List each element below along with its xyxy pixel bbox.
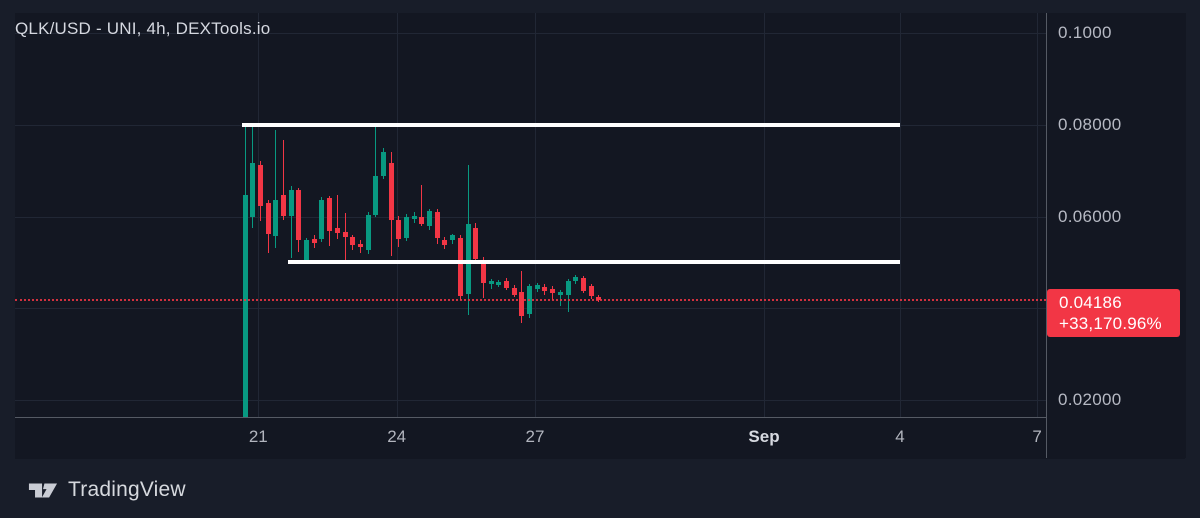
candle-body-down bbox=[265, 202, 271, 235]
candle-body-down bbox=[480, 261, 486, 283]
tradingview-logo-text[interactable]: TradingView bbox=[68, 478, 186, 501]
time-gridline bbox=[396, 13, 398, 417]
candle-body-down bbox=[280, 194, 286, 217]
candle-body-up bbox=[380, 151, 386, 177]
candle-wick-down bbox=[282, 140, 284, 221]
candle-body-down bbox=[327, 197, 333, 232]
candle-body-down bbox=[434, 212, 440, 239]
time-axis-label: 4 bbox=[895, 427, 905, 446]
candle-body-up bbox=[534, 284, 540, 289]
time-gridline bbox=[1037, 13, 1039, 417]
tradingview-logo-icon[interactable] bbox=[28, 478, 58, 502]
candle-wick-up bbox=[275, 129, 277, 248]
candle-body-down bbox=[311, 238, 317, 243]
time-gridline bbox=[258, 13, 260, 417]
time-axis-label: 21 bbox=[248, 427, 268, 446]
candle-wick-up bbox=[490, 279, 492, 290]
candle-wick-up bbox=[559, 290, 561, 307]
candle-body-down bbox=[519, 292, 525, 317]
candle-body-down bbox=[357, 243, 363, 247]
time-axis-label: 7 bbox=[1032, 427, 1042, 446]
price-axis-label: 0.02000 bbox=[1058, 390, 1122, 409]
price-gridline bbox=[15, 33, 1046, 35]
candle-body-up bbox=[365, 214, 371, 250]
candle-body-down bbox=[511, 287, 517, 295]
last-price-badge: 0.04186 +33,170.96% bbox=[1047, 288, 1180, 337]
candle-body-up bbox=[250, 163, 256, 217]
footer: TradingView bbox=[28, 474, 186, 506]
candle-body-down bbox=[350, 236, 356, 245]
time-gridline bbox=[900, 13, 901, 417]
candle-wick-down bbox=[344, 212, 346, 265]
candle-body-up bbox=[273, 199, 279, 237]
horizontal-ray-line bbox=[241, 122, 900, 127]
time-axis-label: 24 bbox=[387, 427, 407, 446]
candle-body-up bbox=[465, 223, 471, 294]
candle-body-up bbox=[488, 280, 494, 284]
candle-body-up bbox=[319, 199, 325, 240]
last-price-dotted-line bbox=[15, 298, 1046, 301]
horizontal-ray-line bbox=[288, 260, 901, 264]
candle-body-up bbox=[557, 292, 563, 296]
last-price-change: +33,170.96% bbox=[1059, 313, 1162, 333]
candle-wick-up bbox=[375, 122, 377, 218]
candle-wick-down bbox=[336, 194, 338, 240]
candle-wick-up bbox=[567, 279, 569, 312]
candle-body-up bbox=[450, 235, 456, 240]
candle-body-up bbox=[411, 215, 417, 220]
candle-body-down bbox=[419, 217, 425, 225]
chart-pane[interactable] bbox=[15, 13, 1046, 417]
price-axis-label: 0.08000 bbox=[1058, 114, 1122, 134]
price-gridline bbox=[15, 216, 1046, 218]
candle-body-down bbox=[442, 239, 448, 245]
candle-body-up bbox=[404, 216, 409, 238]
candle-body-down bbox=[504, 280, 509, 288]
time-gridline bbox=[535, 13, 536, 417]
candle-body-down bbox=[473, 228, 479, 260]
price-axis-label: 0.1000 bbox=[1058, 23, 1112, 43]
candle-body-up bbox=[288, 189, 294, 217]
candle-body-up bbox=[373, 176, 379, 215]
time-axis-label: Sep bbox=[748, 427, 780, 446]
candle-body-down bbox=[588, 286, 594, 297]
candle-body-down bbox=[457, 237, 463, 296]
candle-body-down bbox=[388, 163, 394, 220]
candle-body-down bbox=[596, 297, 602, 300]
candle-body-up bbox=[496, 281, 502, 285]
time-axis-label: 27 bbox=[525, 427, 545, 446]
candle-body-up bbox=[304, 239, 309, 260]
candle-body-up bbox=[242, 194, 248, 417]
candle-wick-down bbox=[421, 185, 423, 227]
candle-body-up bbox=[573, 276, 579, 282]
candle-body-down bbox=[396, 219, 402, 240]
candle-body-down bbox=[542, 286, 548, 292]
chart-title: QLK/USD - UNI, 4h, DEXTools.io bbox=[15, 19, 271, 38]
last-price-value: 0.04186 bbox=[1059, 292, 1122, 312]
candle-body-down bbox=[580, 278, 586, 292]
candle-body-down bbox=[296, 189, 302, 240]
price-gridline bbox=[15, 400, 1046, 401]
candle-body-down bbox=[257, 164, 263, 207]
candle-body-down bbox=[342, 231, 348, 237]
candle-body-down bbox=[550, 288, 556, 294]
time-axis[interactable]: 21 24 27 Sep 4 7 bbox=[15, 417, 1185, 459]
price-axis-label: 0.06000 bbox=[1058, 206, 1122, 226]
candle-body-up bbox=[427, 211, 433, 226]
candle-body-up bbox=[565, 281, 571, 295]
candle-body-down bbox=[334, 227, 340, 233]
candle-wick-up bbox=[290, 186, 292, 258]
time-gridline bbox=[764, 13, 765, 417]
price-axis[interactable]: 0.04186 +33,170.96% 0.1000 0.08000 0.06000… bbox=[1046, 13, 1186, 458]
